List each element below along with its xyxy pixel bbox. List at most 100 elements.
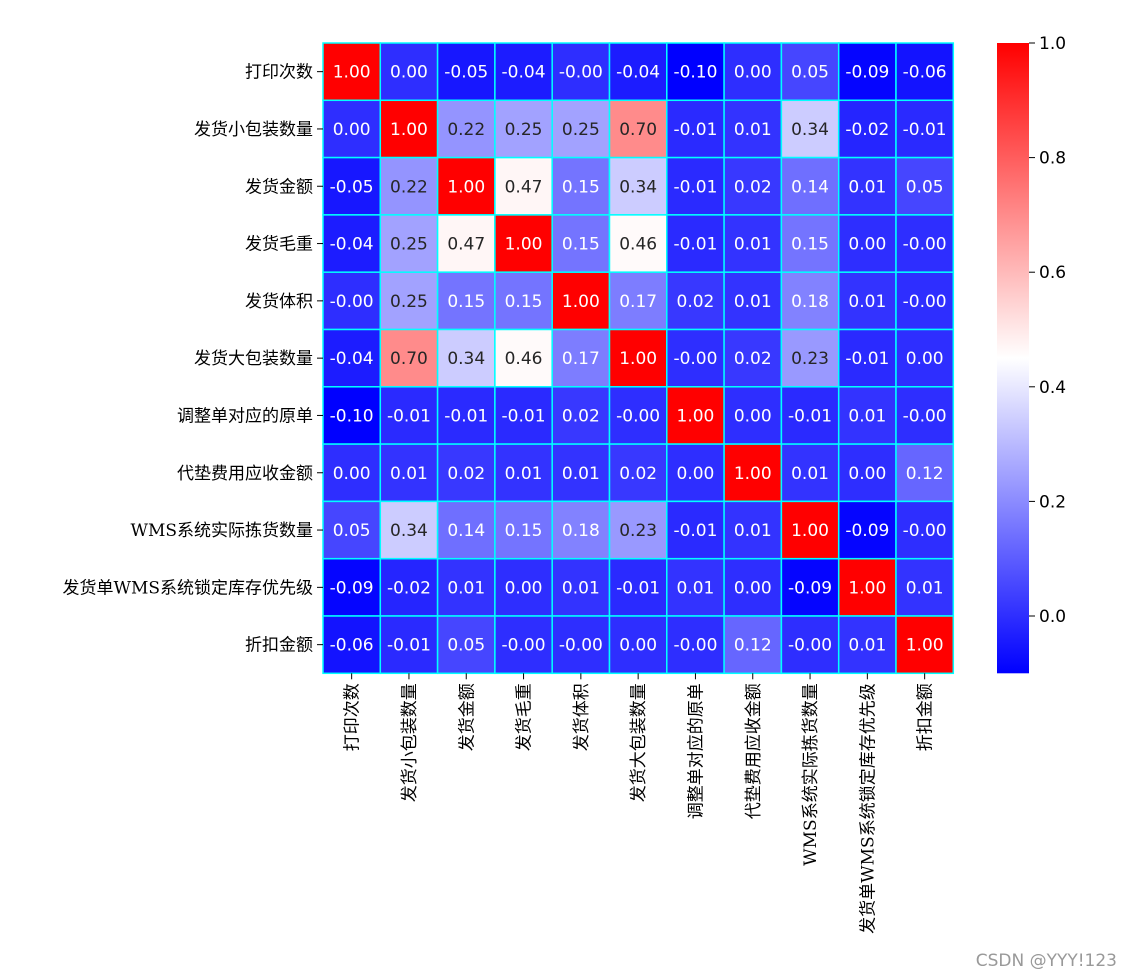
cell-value-2-6: -0.01 <box>673 177 717 197</box>
cell-value-3-9: 0.00 <box>848 235 886 255</box>
heatmap-cell-10-4 <box>551 615 611 675</box>
cell-value-3-1: 0.25 <box>390 235 428 255</box>
cell-value-1-10: -0.01 <box>903 120 947 140</box>
cell-value-8-0: 0.05 <box>333 521 371 541</box>
heatmap-cell-7-6 <box>666 443 725 503</box>
cell-value-9-4: 0.01 <box>562 578 600 598</box>
cell-value-0-9: -0.09 <box>845 63 889 83</box>
heatmap-cell-5-3 <box>494 328 553 388</box>
heatmap-cell-7-10 <box>895 443 955 503</box>
heatmap-cell-5-8 <box>780 328 840 388</box>
cell-value-4-3: 0.15 <box>505 292 543 312</box>
cell-value-10-6: -0.00 <box>673 636 717 656</box>
heatmap-cell-1-8 <box>780 99 840 159</box>
cell-value-3-5: 0.46 <box>619 235 657 255</box>
row-label-0: 打印次数 <box>245 63 313 83</box>
cell-value-1-6: -0.01 <box>673 120 717 140</box>
cell-value-4-8: 0.18 <box>791 292 829 312</box>
heatmap-cell-6-1 <box>379 386 439 445</box>
cell-value-1-5: 0.70 <box>619 120 657 140</box>
cell-value-10-3: -0.00 <box>502 636 546 656</box>
colorbar-tick-label-2: 0.4 <box>1039 378 1066 398</box>
cell-value-4-1: 0.25 <box>390 292 428 312</box>
cell-value-7-0: 0.00 <box>333 464 371 484</box>
cell-value-2-10: 0.05 <box>906 177 944 197</box>
heatmap-cell-6-7 <box>723 386 783 445</box>
heatmap-cell-8-0 <box>322 500 382 560</box>
cell-value-0-10: -0.06 <box>903 63 947 83</box>
heatmap-cell-3-3 <box>494 214 553 273</box>
heatmap-cell-1-2 <box>436 99 496 159</box>
cell-value-9-5: -0.01 <box>616 578 660 598</box>
cell-value-8-2: 0.14 <box>447 521 485 541</box>
cell-value-0-5: -0.04 <box>616 63 660 83</box>
cell-value-7-1: 0.01 <box>390 464 428 484</box>
heatmap-cell-1-10 <box>895 99 955 159</box>
cell-value-9-3: 0.00 <box>505 578 543 598</box>
cell-value-5-2: 0.34 <box>447 349 485 369</box>
heatmap-cell-9-10 <box>895 557 955 617</box>
cell-value-7-6: 0.00 <box>677 464 715 484</box>
cell-value-2-8: 0.14 <box>791 177 829 197</box>
heatmap-cell-2-0 <box>322 156 382 216</box>
colorbar-tick-label-1: 0.2 <box>1039 492 1066 512</box>
col-label-1: 发货小包装数量 <box>400 683 420 802</box>
cell-value-6-3: -0.01 <box>502 406 546 426</box>
heatmap-cell-0-7 <box>723 42 783 102</box>
heatmap-cell-1-7 <box>723 99 783 159</box>
cell-value-6-2: -0.01 <box>444 406 488 426</box>
heatmap-cell-8-8 <box>780 500 840 560</box>
cell-value-2-9: 0.01 <box>848 177 886 197</box>
cell-value-5-10: 0.00 <box>906 349 944 369</box>
cell-value-8-7: 0.01 <box>734 521 772 541</box>
cell-value-2-1: 0.22 <box>390 177 428 197</box>
cell-value-1-2: 0.22 <box>447 120 485 140</box>
cell-value-0-8: 0.05 <box>791 63 829 83</box>
heatmap-cell-5-0 <box>322 328 382 388</box>
col-label-6: 调整单对应的原单 <box>686 683 706 819</box>
heatmap-cell-6-8 <box>780 386 840 445</box>
cell-value-10-4: -0.00 <box>559 636 603 656</box>
heatmap-cell-1-0 <box>322 99 382 159</box>
cell-value-9-9: 1.00 <box>848 578 886 598</box>
col-label-10: 折扣金额 <box>916 683 936 751</box>
heatmap-cell-4-10 <box>895 271 955 331</box>
cell-value-4-9: 0.01 <box>848 292 886 312</box>
cell-value-5-3: 0.46 <box>505 349 543 369</box>
cell-value-0-6: -0.10 <box>673 63 717 83</box>
cell-value-4-0: -0.00 <box>330 292 374 312</box>
cell-value-3-6: -0.01 <box>673 235 717 255</box>
heatmap-cell-4-8 <box>780 271 840 331</box>
heatmap-cell-4-0 <box>322 271 382 331</box>
cell-value-9-10: 0.01 <box>906 578 944 598</box>
heatmap-cell-10-9 <box>837 615 897 675</box>
heatmap-cell-6-3 <box>494 386 553 445</box>
cell-value-2-3: 0.47 <box>505 177 543 197</box>
cell-value-10-0: -0.06 <box>330 636 374 656</box>
heatmap-cell-8-2 <box>436 500 496 560</box>
col-label-8: WMS系统实际拣货数量 <box>801 683 821 866</box>
cell-value-6-10: -0.00 <box>903 406 947 426</box>
heatmap-cell-4-6 <box>666 271 725 331</box>
row-label-7: 代垫费用应收金额 <box>177 464 313 484</box>
col-label-9: 发货单WMS系统锁定库存优先级 <box>858 683 878 934</box>
cell-value-5-8: 0.23 <box>791 349 829 369</box>
cell-value-1-0: 0.00 <box>333 120 371 140</box>
cell-value-2-5: 0.34 <box>619 177 657 197</box>
cell-value-3-3: 1.00 <box>505 235 543 255</box>
heatmap-cell-3-6 <box>666 214 725 273</box>
heatmap-cell-10-8 <box>780 615 840 675</box>
col-label-5: 发货大包装数量 <box>629 683 649 802</box>
cell-value-8-9: -0.09 <box>845 521 889 541</box>
cell-value-6-5: -0.00 <box>616 406 660 426</box>
heatmap-cell-5-5 <box>608 328 668 388</box>
heatmap-cell-4-1 <box>379 271 439 331</box>
cell-value-9-0: -0.09 <box>330 578 374 598</box>
heatmap-cell-9-2 <box>436 557 496 617</box>
heatmap-cell-10-7 <box>723 615 783 675</box>
cell-value-3-0: -0.04 <box>330 235 374 255</box>
cell-value-10-5: 0.00 <box>619 636 657 656</box>
row-label-8: WMS系统实际拣货数量 <box>130 521 313 541</box>
row-label-2: 发货金额 <box>245 177 313 197</box>
